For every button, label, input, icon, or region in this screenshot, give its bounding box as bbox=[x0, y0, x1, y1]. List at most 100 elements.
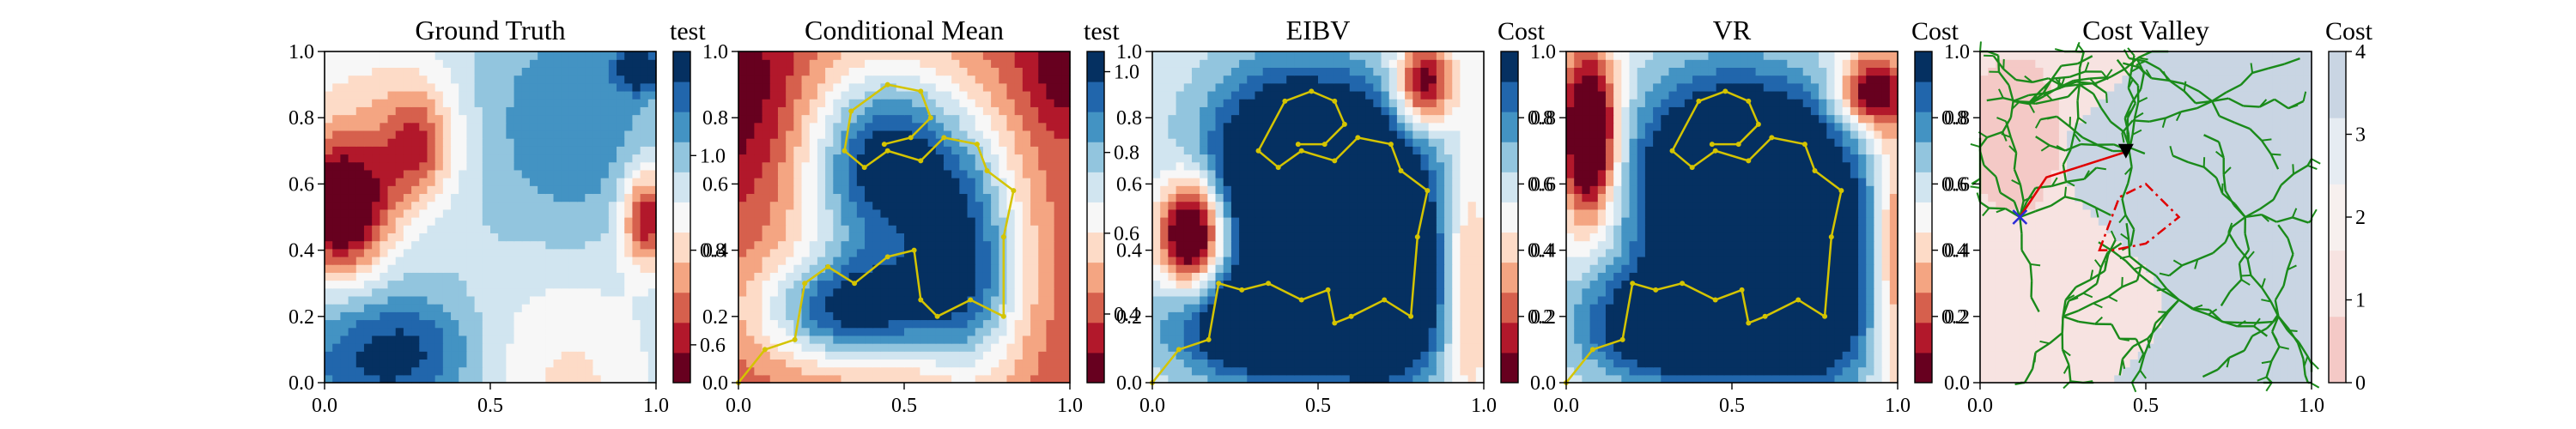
heatmap-cell bbox=[935, 201, 945, 210]
heatmap-cell bbox=[1373, 185, 1382, 195]
heatmap-cell bbox=[1444, 178, 1453, 186]
heatmap-cell bbox=[1223, 319, 1232, 329]
heatmap-cell bbox=[1444, 295, 1453, 305]
heatmap-cell bbox=[1046, 208, 1055, 218]
heatmap-cell bbox=[395, 264, 404, 273]
heatmap-cell bbox=[363, 295, 373, 305]
heatmap-cell bbox=[459, 295, 468, 305]
heatmap-cell bbox=[1467, 185, 1477, 195]
heatmap-cell bbox=[809, 178, 818, 186]
heatmap-cell bbox=[521, 146, 531, 155]
heatmap-cell bbox=[1365, 240, 1374, 250]
heatmap-cell bbox=[1022, 335, 1031, 344]
path-waypoint bbox=[918, 297, 924, 303]
heatmap-cell bbox=[419, 295, 428, 305]
heatmap-cell bbox=[640, 248, 649, 257]
heatmap-cell bbox=[959, 82, 969, 92]
heatmap-cell bbox=[1038, 178, 1048, 186]
heatmap-cell bbox=[403, 201, 412, 210]
heatmap-cell bbox=[1436, 201, 1445, 210]
heatmap-cell bbox=[1191, 374, 1200, 384]
heatmap-cell bbox=[506, 327, 515, 336]
heatmap-cell bbox=[1230, 233, 1240, 242]
heatmap-cell bbox=[912, 248, 920, 257]
heatmap-cell bbox=[801, 233, 811, 242]
heatmap-cell bbox=[1262, 359, 1272, 368]
heatmap-cell bbox=[817, 178, 826, 186]
heatmap-cell bbox=[577, 122, 586, 131]
heatmap-cell bbox=[553, 99, 562, 107]
heatmap-cell bbox=[592, 225, 602, 233]
heatmap-cell bbox=[585, 311, 594, 321]
heatmap-cell bbox=[1405, 185, 1413, 195]
heatmap-cell bbox=[793, 248, 803, 257]
heatmap-cell bbox=[1006, 304, 1016, 312]
heatmap-cell bbox=[363, 114, 373, 124]
heatmap-cell bbox=[762, 256, 771, 265]
heatmap-cell bbox=[1183, 335, 1193, 344]
heatmap-cell bbox=[817, 122, 826, 131]
heatmap-cell bbox=[608, 154, 617, 163]
heatmap-cell bbox=[506, 59, 515, 68]
heatmap-cell bbox=[411, 138, 420, 147]
heatmap-cell bbox=[1168, 264, 1177, 273]
heatmap-cell bbox=[1396, 327, 1406, 336]
heatmap-cell bbox=[1405, 264, 1413, 273]
heatmap-cell bbox=[975, 154, 984, 163]
heatmap-cell bbox=[1341, 169, 1351, 178]
heatmap-cell bbox=[403, 359, 412, 368]
heatmap-cell bbox=[561, 185, 570, 195]
heatmap-cell bbox=[1054, 51, 1063, 60]
heatmap-cell bbox=[951, 67, 960, 76]
heatmap-cell bbox=[1405, 319, 1413, 329]
heatmap-cell bbox=[777, 67, 787, 76]
heatmap-cell bbox=[880, 161, 890, 171]
heatmap-cell bbox=[1349, 154, 1358, 163]
heatmap-cell bbox=[1467, 366, 1477, 376]
heatmap-cell bbox=[577, 217, 586, 226]
heatmap-cell bbox=[935, 374, 945, 384]
heatmap-cell bbox=[1022, 146, 1031, 155]
heatmap-cell bbox=[340, 264, 349, 273]
heatmap-cell bbox=[1405, 374, 1413, 384]
heatmap-cell bbox=[1030, 130, 1039, 139]
heatmap-cell bbox=[951, 161, 960, 171]
heatmap-cell bbox=[459, 319, 468, 329]
heatmap-cell bbox=[348, 225, 357, 233]
heatmap-cell bbox=[999, 67, 1008, 76]
heatmap-cell bbox=[848, 295, 858, 305]
heatmap-cell bbox=[545, 90, 555, 100]
heatmap-cell bbox=[1318, 169, 1327, 178]
heatmap-cell bbox=[1467, 327, 1477, 336]
heatmap-cell bbox=[1444, 138, 1453, 147]
y-tick-label: 0.8 bbox=[289, 107, 314, 130]
heatmap-cell bbox=[1168, 295, 1177, 305]
heatmap-cell bbox=[777, 185, 787, 195]
heatmap-cell bbox=[363, 233, 373, 242]
heatmap-cell bbox=[363, 248, 373, 257]
heatmap-cell bbox=[1309, 256, 1319, 265]
heatmap-cell bbox=[506, 99, 515, 107]
heatmap-cell bbox=[1467, 240, 1477, 250]
heatmap-cell bbox=[1014, 311, 1024, 321]
heatmap-cell bbox=[647, 146, 657, 155]
heatmap-cell bbox=[521, 287, 531, 297]
heatmap-cell bbox=[640, 256, 649, 265]
heatmap-cell bbox=[1420, 225, 1430, 233]
heatmap-cell bbox=[920, 287, 929, 297]
heatmap-cell bbox=[1309, 154, 1319, 163]
heatmap-cell bbox=[1239, 287, 1248, 297]
heatmap-cell bbox=[982, 82, 992, 92]
heatmap-cell bbox=[1388, 295, 1398, 305]
heatmap-cell bbox=[959, 99, 969, 107]
heatmap-cell bbox=[1014, 319, 1024, 329]
heatmap-cell bbox=[403, 343, 412, 352]
heatmap-cell bbox=[482, 351, 491, 360]
heatmap-cell bbox=[1230, 256, 1240, 265]
heatmap-cell bbox=[325, 114, 333, 124]
heatmap-cell bbox=[817, 374, 826, 384]
heatmap-cell bbox=[935, 51, 945, 60]
heatmap-cell bbox=[363, 130, 373, 139]
heatmap-cell bbox=[896, 114, 905, 124]
heatmap-cell bbox=[793, 366, 803, 376]
